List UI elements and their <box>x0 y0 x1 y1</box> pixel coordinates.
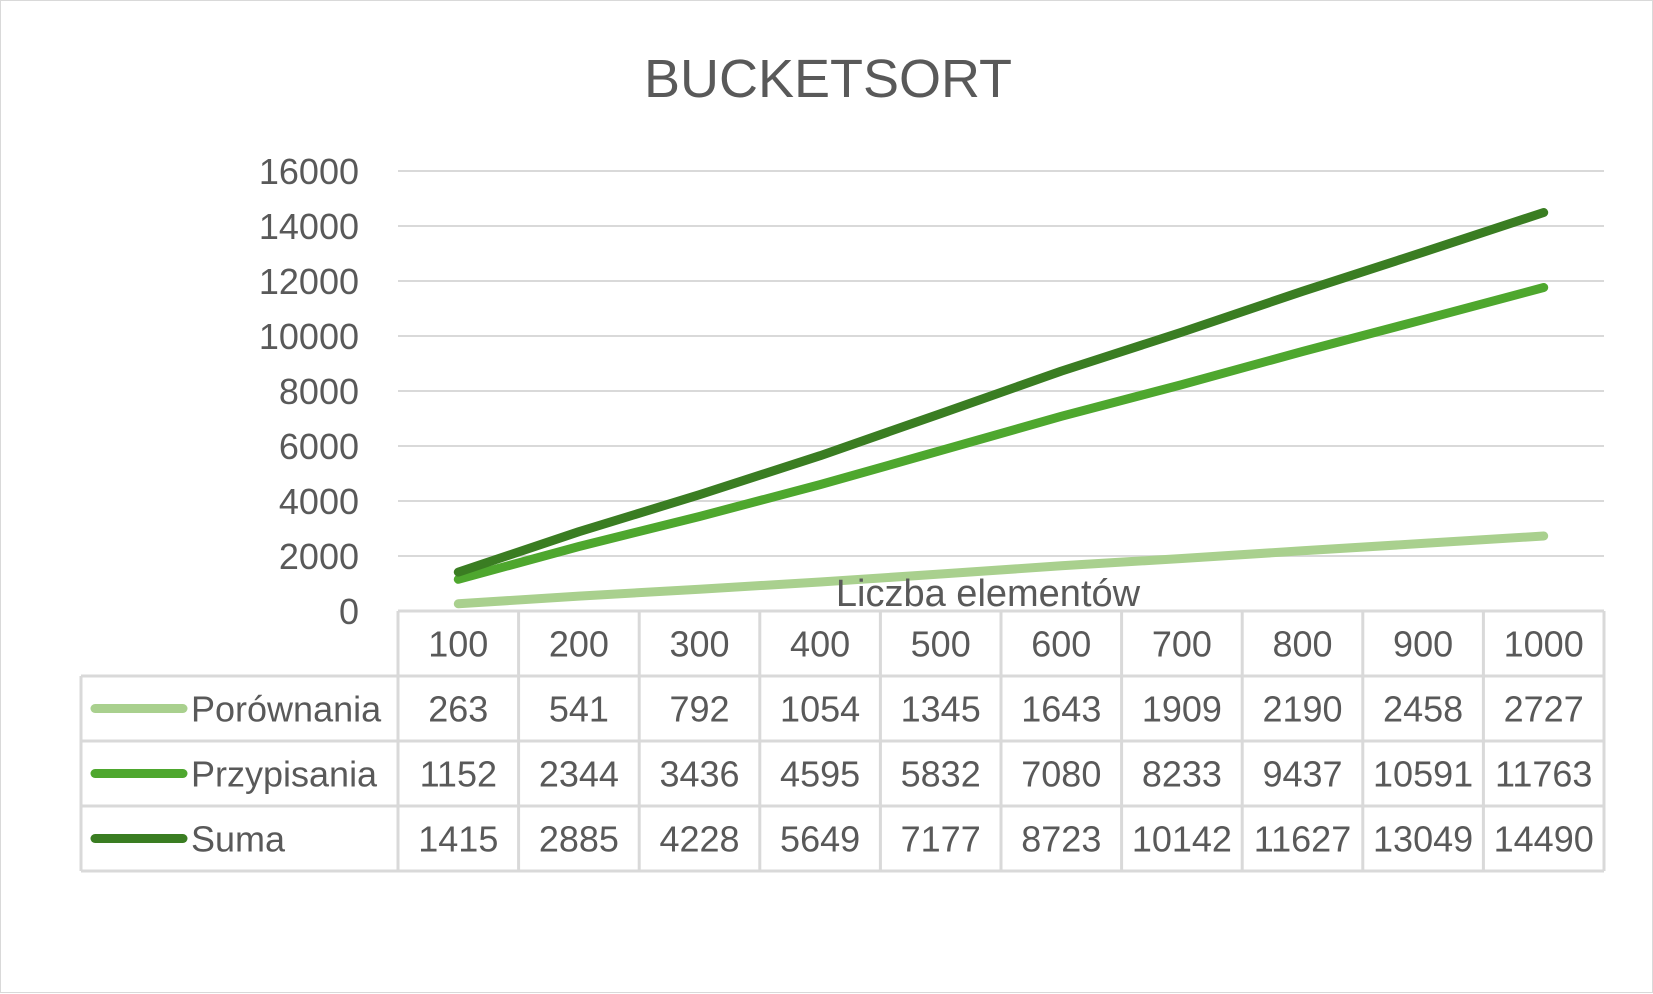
table-value-cell: 1152 <box>420 754 497 795</box>
table-value-cell: 1909 <box>1142 689 1222 730</box>
series-line-suma <box>453 208 1549 577</box>
table-value-cell: 10142 <box>1132 819 1232 860</box>
x-axis-title: Liczba elementów <box>836 573 1141 615</box>
y-tick-label: 8000 <box>279 371 359 412</box>
table-value-cell: 7177 <box>901 819 981 860</box>
table-value-cell: 263 <box>428 689 488 730</box>
table-value-cell: 792 <box>669 689 729 730</box>
y-tick-label: 2000 <box>279 536 359 577</box>
table-value-cell: 13049 <box>1373 819 1473 860</box>
legend-series-name: Porównania <box>191 689 382 730</box>
table-value-cell: 9437 <box>1262 754 1342 795</box>
x-category-label: 1000 <box>1504 624 1584 665</box>
y-tick-label: 0 <box>339 591 359 632</box>
x-category-label: 400 <box>790 624 850 665</box>
y-axis-tick-labels: 0 2000 4000 6000 8000 10000 12000 14000 16000 <box>259 151 359 632</box>
table-value-cell: 11627 <box>1254 819 1351 860</box>
table-value-cell: 541 <box>549 689 609 730</box>
x-category-label: 100 <box>428 624 488 665</box>
table-value-cell: 1415 <box>418 819 498 860</box>
y-tick-label: 4000 <box>279 481 359 522</box>
series-line-przypisania <box>453 283 1549 584</box>
table-value-cell: 8233 <box>1142 754 1222 795</box>
x-category-label: 500 <box>911 624 971 665</box>
chart-title: BUCKETSORT <box>644 49 1012 109</box>
table-value-cell: 2727 <box>1504 689 1584 730</box>
y-tick-label: 16000 <box>259 151 359 192</box>
table-value-cell: 5649 <box>780 819 860 860</box>
y-tick-label: 10000 <box>259 316 359 357</box>
y-tick-label: 6000 <box>279 426 359 467</box>
x-category-label: 700 <box>1152 624 1212 665</box>
table-value-cell: 10591 <box>1373 754 1473 795</box>
table-value-cell: 2885 <box>539 819 619 860</box>
table-value-cell: 8723 <box>1021 819 1101 860</box>
y-tick-label: 12000 <box>259 261 359 302</box>
gridlines <box>398 170 1604 557</box>
data-table: 100 200 300 400 500 600 700 800 900 1000 Porównani… <box>79 609 1606 873</box>
y-tick-label: 14000 <box>259 206 359 247</box>
table-value-cell: 1643 <box>1021 689 1101 730</box>
x-category-label: 800 <box>1272 624 1332 665</box>
x-category-label: 900 <box>1393 624 1453 665</box>
x-category-label: 600 <box>1031 624 1091 665</box>
table-value-cell: 2344 <box>539 754 619 795</box>
series-lines <box>453 208 1549 609</box>
table-value-cell: 1054 <box>780 689 860 730</box>
table-value-cell: 4595 <box>780 754 860 795</box>
table-value-cell: 11763 <box>1495 754 1592 795</box>
table-value-cell: 4228 <box>659 819 739 860</box>
x-category-label: 300 <box>669 624 729 665</box>
table-value-cell: 2458 <box>1383 689 1463 730</box>
table-value-cell: 14490 <box>1494 819 1594 860</box>
table-value-cell: 3436 <box>659 754 739 795</box>
series-line-porównania <box>453 531 1549 609</box>
table-value-cell: 7080 <box>1021 754 1101 795</box>
legend-series-name: Suma <box>191 819 286 860</box>
x-category-label: 200 <box>549 624 609 665</box>
table-value-cell: 1345 <box>901 689 981 730</box>
legend-series-name: Przypisania <box>191 754 378 795</box>
table-value-cell: 2190 <box>1262 689 1342 730</box>
table-value-cell: 5832 <box>901 754 981 795</box>
